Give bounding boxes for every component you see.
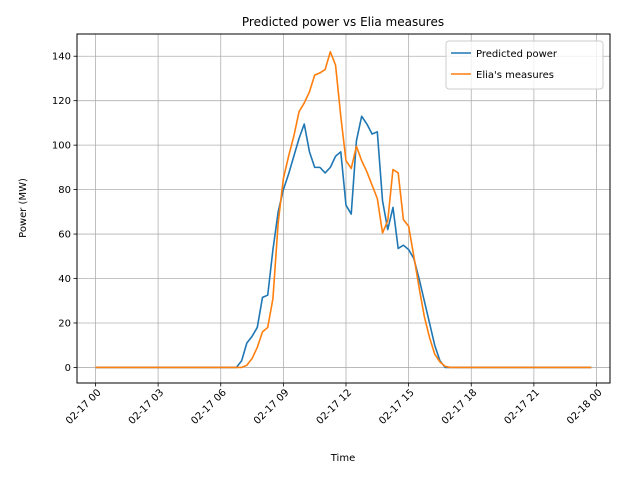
y-tick-label: 120: [52, 96, 71, 107]
y-tick-label: 100: [52, 141, 71, 152]
y-tick-label: 140: [52, 52, 71, 63]
y-tick-label: 60: [58, 230, 71, 241]
grid: [77, 34, 610, 383]
legend-box: [445, 40, 604, 90]
chart-title: Predicted power vs Elia measures: [242, 15, 444, 29]
y-tick-label: 80: [58, 185, 71, 196]
y-tick-label: 40: [58, 274, 71, 285]
x-axis-label: Time: [330, 453, 355, 464]
legend-label-predicted: Predicted power: [476, 49, 558, 60]
plot-frame: [76, 33, 611, 384]
legend-label-elia: Elia's measures: [476, 70, 554, 81]
y-tick-label: 20: [58, 318, 71, 329]
y-tick-label: 0: [65, 363, 71, 374]
plot-lines: [95, 50, 592, 369]
series-line-elia: [95, 50, 592, 369]
legend: Predicted power Elia's measures: [445, 40, 604, 90]
y-axis-label: Power (MW): [18, 178, 29, 238]
